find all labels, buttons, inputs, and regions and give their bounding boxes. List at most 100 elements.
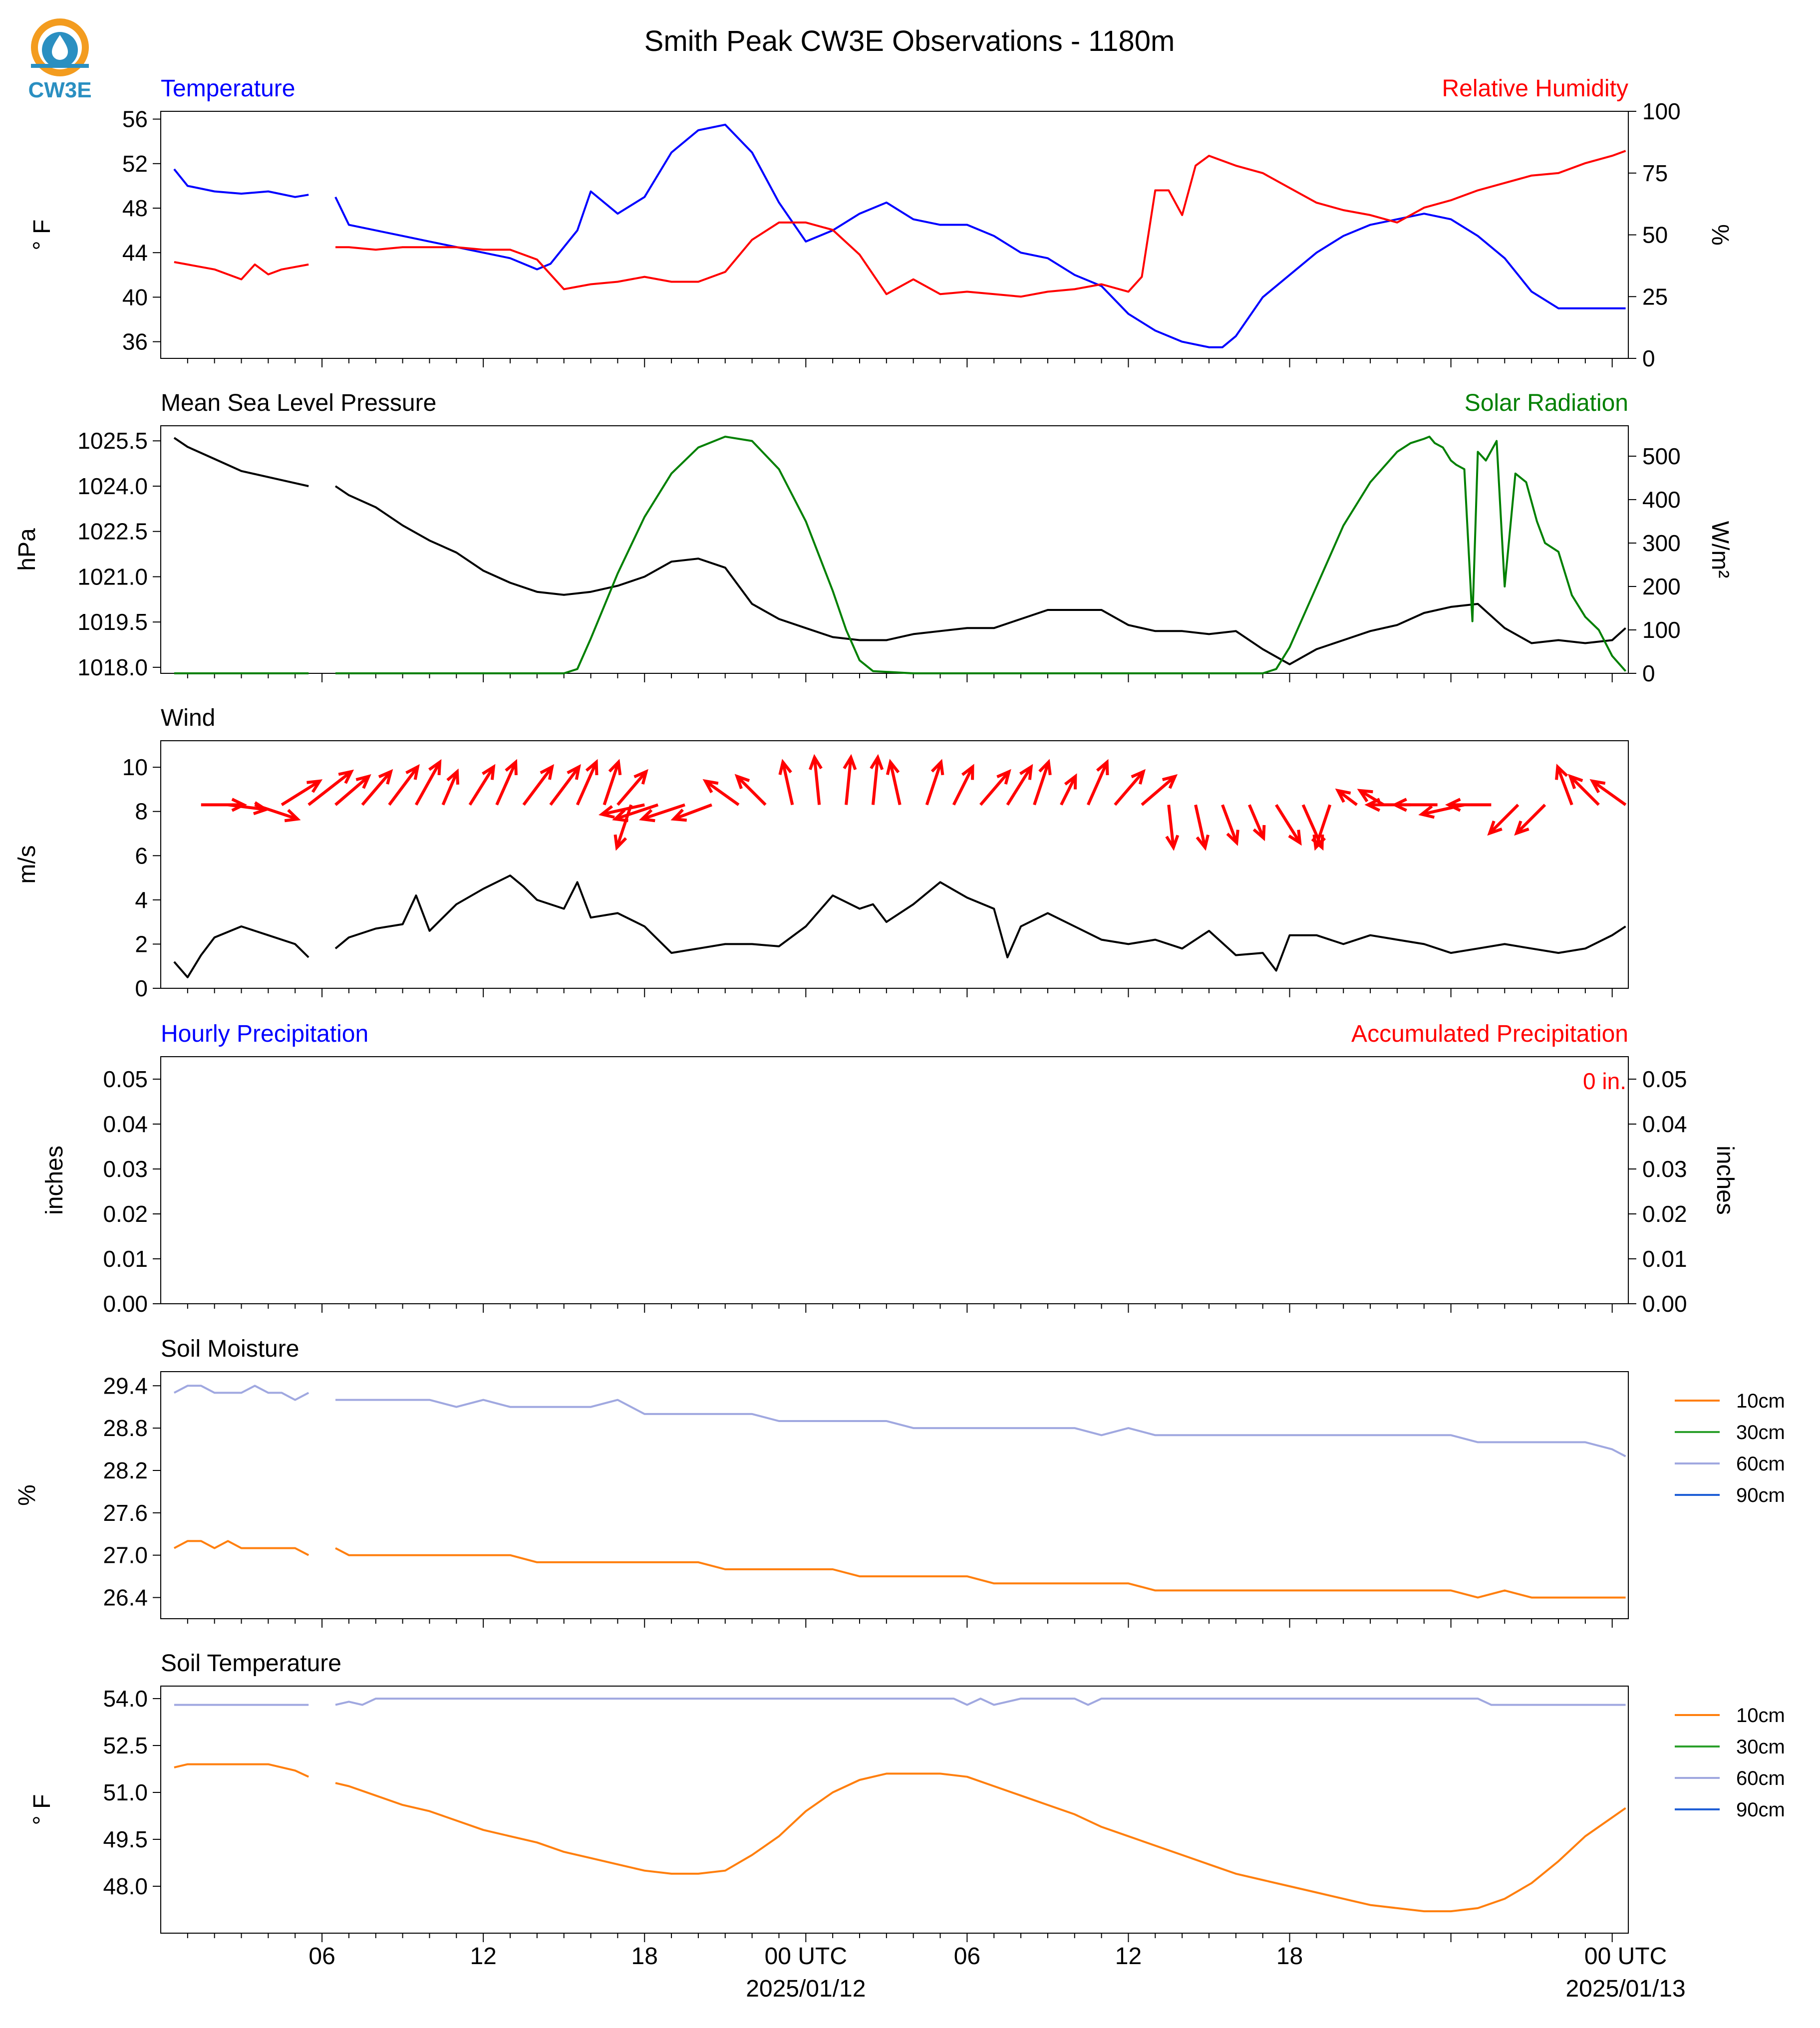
y-tick-label: 49.5 bbox=[103, 1826, 148, 1852]
wind-arrow bbox=[1312, 804, 1332, 851]
wind-arrow bbox=[522, 764, 555, 806]
wind-arrow bbox=[778, 759, 794, 806]
y-tick-label: 0.01 bbox=[103, 1246, 148, 1272]
panel-title-left: Soil Temperature bbox=[161, 1650, 341, 1677]
y-tick-label-right: 0 bbox=[1642, 660, 1655, 686]
y-tick-label: 1024.0 bbox=[77, 473, 148, 499]
y-axis-label: inches bbox=[41, 1146, 68, 1215]
wind-arrow bbox=[388, 764, 420, 806]
y-tick-label-right: 400 bbox=[1642, 487, 1681, 513]
legend: 10cm 30cm 60cm 90cm bbox=[1675, 1705, 1785, 1821]
legend-label: 60cm bbox=[1736, 1453, 1785, 1475]
legend-label: 60cm bbox=[1736, 1767, 1785, 1789]
y-tick-label: 52.5 bbox=[103, 1733, 148, 1758]
plot-frame bbox=[160, 1371, 1629, 1619]
panel-temp_rh: Temperature Relative Humidity 56 52 48 44 40 36… bbox=[29, 75, 1733, 371]
wind-arrow bbox=[441, 768, 460, 806]
y-tick-label: 29.4 bbox=[103, 1373, 148, 1399]
x-tick-label: 00 UTC bbox=[1584, 1943, 1667, 1970]
y-tick-label: 48 bbox=[122, 195, 148, 221]
plot-frame bbox=[160, 425, 1629, 674]
figure-title: Smith Peak CW3E Observations - 1180m bbox=[644, 25, 1175, 57]
series-line-wind-0 bbox=[173, 874, 1626, 978]
y-tick-label-right: 0.01 bbox=[1642, 1246, 1687, 1272]
y-tick-label-right: 75 bbox=[1642, 160, 1668, 186]
wind-arrow bbox=[414, 759, 442, 806]
wind-arrow bbox=[361, 769, 393, 806]
legend-label: 90cm bbox=[1736, 1799, 1785, 1821]
y-tick-label: 0 bbox=[135, 975, 148, 1001]
y-tick-label: 0.00 bbox=[103, 1291, 148, 1317]
y-tick-label: 28.8 bbox=[103, 1415, 148, 1441]
wind-arrow bbox=[1221, 804, 1239, 846]
wind-arrow bbox=[1335, 788, 1358, 806]
wind-arrow bbox=[1194, 804, 1210, 851]
wind-arrow bbox=[638, 803, 685, 823]
wind-arrow bbox=[1033, 759, 1052, 806]
series-line-soil_temperature-0 bbox=[174, 1698, 1626, 1706]
wind-arrow bbox=[1391, 798, 1438, 812]
y-tick-label: 54.0 bbox=[103, 1686, 148, 1712]
panel-soil_moisture: Soil Moisture 29.4 28.8 28.2 27.6 27.0 26.4% 10… bbox=[14, 1336, 1785, 1628]
wind-arrow bbox=[702, 779, 740, 806]
wind-arrow bbox=[808, 754, 823, 805]
legend-label: 10cm bbox=[1736, 1705, 1785, 1727]
series-line-temp_rh-0 bbox=[173, 123, 1626, 348]
wind-arrow bbox=[1357, 789, 1385, 807]
x-tick-label: 06 bbox=[954, 1943, 980, 1970]
y-tick-label-right: 0.04 bbox=[1642, 1111, 1687, 1137]
wind-arrow bbox=[1275, 804, 1302, 846]
panel-title-right: Relative Humidity bbox=[1442, 75, 1628, 102]
panel-wind: Wind 10 8 6 4 2 0 m/s bbox=[14, 705, 1629, 1001]
wind-arrow bbox=[1248, 804, 1266, 842]
panel-pressure_solar: Mean Sea Level Pressure Solar Radiation 10… bbox=[14, 390, 1733, 686]
y-axis-label: ° F bbox=[29, 1794, 55, 1825]
wind-arrow bbox=[1114, 769, 1146, 806]
y-axis-label: % bbox=[14, 1484, 40, 1506]
y-tick-label: 0.05 bbox=[103, 1066, 148, 1092]
wind-arrow bbox=[549, 764, 581, 806]
panel-title-left: Temperature bbox=[161, 75, 295, 102]
wind-arrow bbox=[1555, 763, 1573, 806]
wind-arrow bbox=[979, 769, 1011, 806]
y-tick-label-right: 100 bbox=[1642, 98, 1681, 124]
wind-arrow bbox=[870, 754, 884, 805]
x-tick-label: 18 bbox=[1276, 1943, 1303, 1970]
y-tick-label: 0.04 bbox=[103, 1111, 148, 1137]
y-tick-label-right: 0 bbox=[1642, 345, 1655, 371]
y-tick-label: 26.4 bbox=[103, 1585, 148, 1611]
y-tick-label: 28.2 bbox=[103, 1457, 148, 1483]
y-tick-label: 0.03 bbox=[103, 1156, 148, 1182]
y-axis-label: ° F bbox=[29, 220, 55, 251]
wind-arrow bbox=[843, 754, 857, 805]
series-line-pressure_solar-0 bbox=[173, 437, 1626, 665]
wind-arrow bbox=[281, 779, 323, 806]
wind-arrow bbox=[1060, 773, 1077, 806]
plot-frame bbox=[160, 111, 1629, 359]
wind-arrow bbox=[334, 774, 371, 806]
y-tick-label-right: 0.02 bbox=[1642, 1201, 1687, 1227]
y-tick-label: 56 bbox=[122, 106, 148, 132]
y-tick-label: 52 bbox=[122, 151, 148, 177]
plot-frame bbox=[160, 1056, 1629, 1304]
cw3e-logo: CW3E bbox=[28, 18, 92, 102]
panel-title-left: Wind bbox=[161, 705, 215, 731]
plot-frame bbox=[160, 1686, 1629, 1934]
wind-arrow bbox=[925, 759, 944, 806]
y-tick-label: 1022.5 bbox=[77, 519, 148, 545]
series-line-pressure_solar-1 bbox=[174, 435, 1627, 674]
panel-title-left: Hourly Precipitation bbox=[161, 1021, 368, 1047]
wind-arrow bbox=[1487, 804, 1519, 836]
y-tick-label-right: 100 bbox=[1642, 617, 1681, 643]
wind-arrow bbox=[1589, 779, 1627, 806]
y-tick-label-right: 50 bbox=[1642, 222, 1668, 248]
wind-arrow bbox=[616, 769, 648, 806]
y-tick-label: 51.0 bbox=[103, 1779, 148, 1805]
wind-arrow bbox=[1301, 804, 1324, 851]
plot-frame bbox=[160, 740, 1629, 989]
wind-arrow bbox=[468, 764, 496, 806]
x-tick-label: 06 bbox=[308, 1943, 335, 1970]
y-tick-label: 44 bbox=[122, 240, 148, 266]
y-tick-label: 36 bbox=[122, 329, 148, 355]
